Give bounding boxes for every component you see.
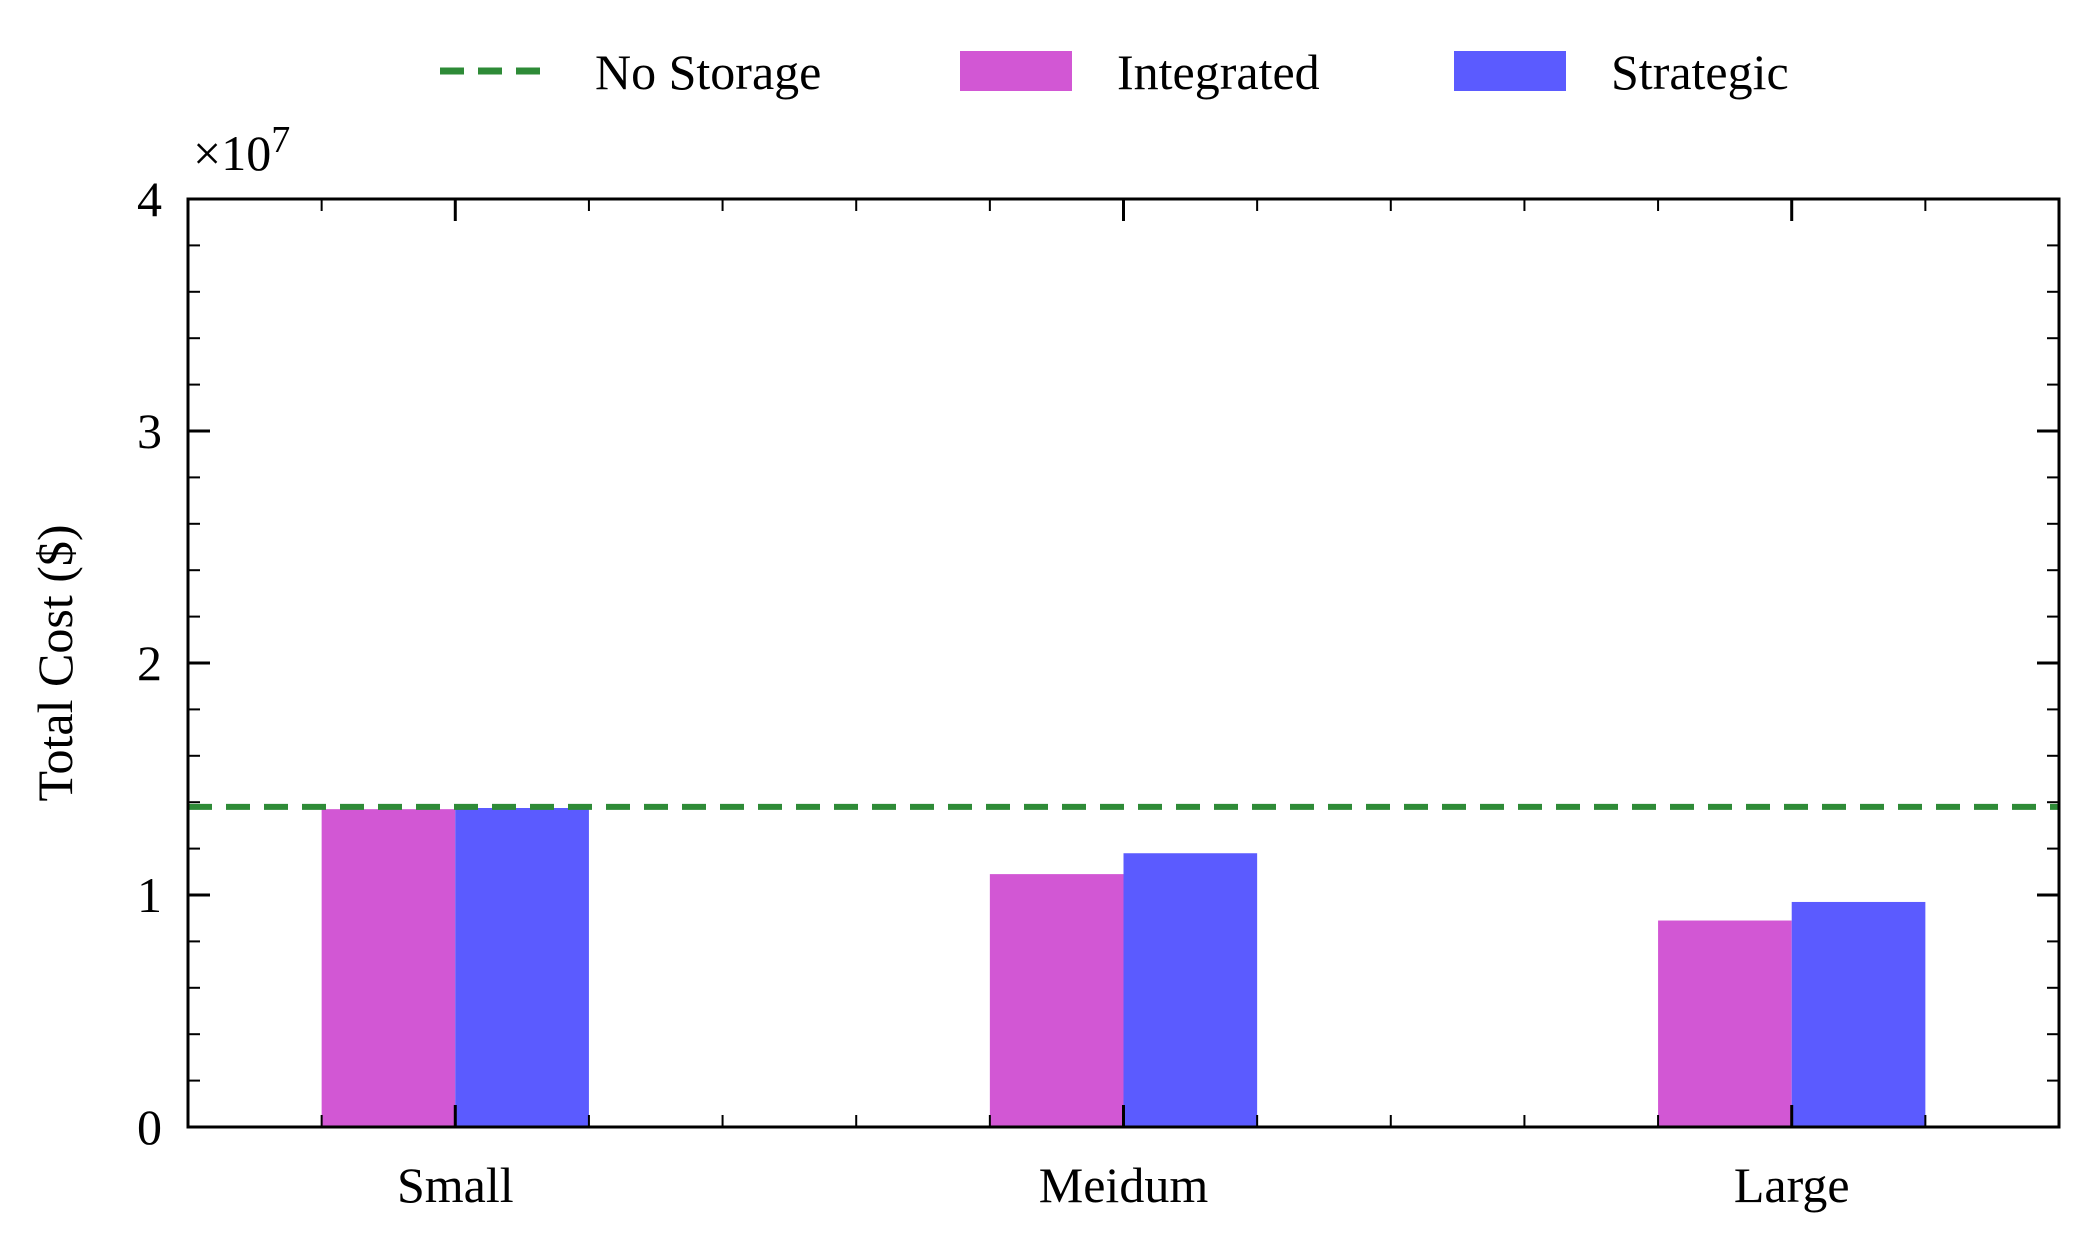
legend-label-strategic: Strategic bbox=[1611, 44, 1789, 100]
x-tick-label-meidum: Meidum bbox=[1039, 1157, 1209, 1213]
y-axis-multiplier-exponent: 7 bbox=[271, 119, 290, 161]
bar-integrated-large bbox=[1658, 920, 1792, 1127]
x-tick-label-large: Large bbox=[1734, 1157, 1850, 1213]
y-tick-label: 2 bbox=[137, 635, 162, 691]
legend-swatch-strategic bbox=[1454, 51, 1566, 91]
y-axis-multiplier-base: ×10 bbox=[193, 125, 271, 181]
bar-strategic-large bbox=[1791, 901, 1926, 1127]
legend: No Storage Integrated Strategic bbox=[440, 44, 1789, 100]
y-tick-label: 3 bbox=[137, 403, 162, 459]
legend-label-integrated: Integrated bbox=[1117, 44, 1320, 100]
x-tick-label-small: Small bbox=[397, 1157, 514, 1213]
bar-strategic-small bbox=[455, 808, 589, 1127]
bar-integrated-meidum bbox=[989, 874, 1124, 1127]
legend-label-no-storage: No Storage bbox=[595, 44, 821, 100]
y-tick-label: 1 bbox=[137, 867, 162, 923]
bar-strategic-meidum bbox=[1123, 853, 1258, 1127]
y-axis-title: Total Cost ($) bbox=[27, 524, 83, 801]
plot-frame bbox=[186, 197, 2061, 1129]
legend-swatch-integrated bbox=[960, 51, 1072, 91]
y-tick-label: 0 bbox=[137, 1099, 162, 1155]
bar-integrated-small bbox=[321, 809, 456, 1127]
y-tick-label: 4 bbox=[137, 171, 162, 227]
y-axis-multiplier: ×107 bbox=[193, 119, 290, 181]
